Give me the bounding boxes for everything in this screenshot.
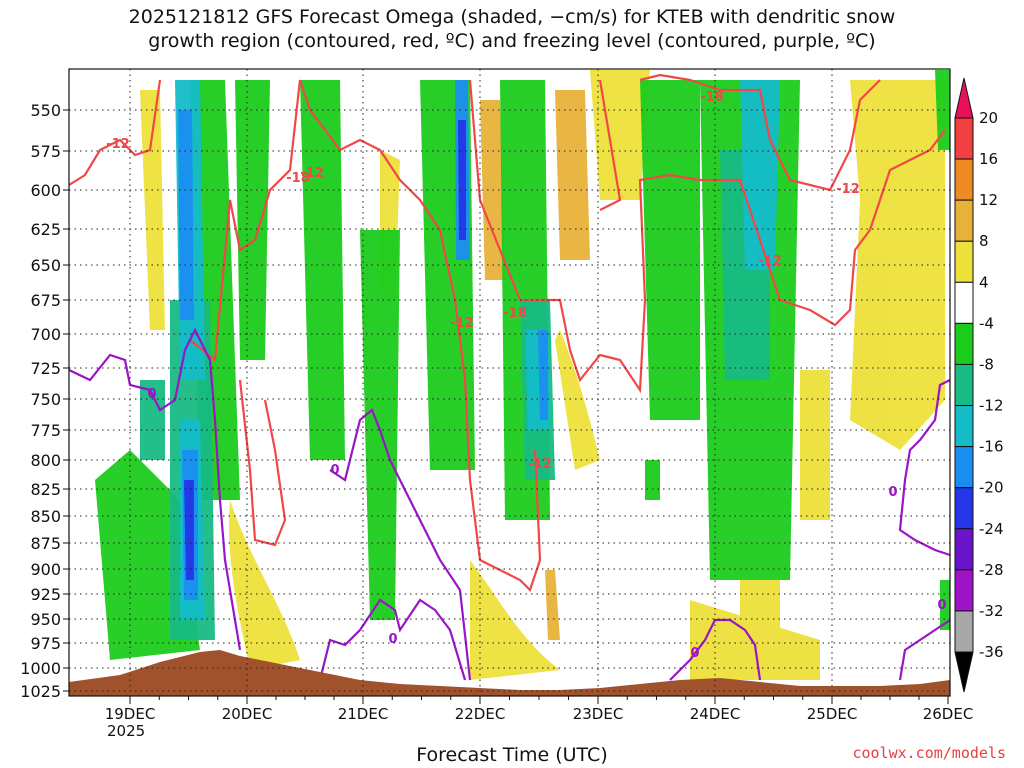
y-tick-label: 1025 <box>20 682 61 701</box>
dgz-contour-label: -18 <box>700 90 724 105</box>
y-tick-label: 800 <box>30 451 61 470</box>
y-tick-label: 625 <box>30 220 61 239</box>
y-tick-label: 700 <box>30 325 61 344</box>
freezing-contour-label: 0 <box>388 632 397 647</box>
colorbar-label: 8 <box>979 232 989 250</box>
dgz-contour-label: -18 <box>286 171 310 186</box>
descent-deep-blue <box>184 120 466 580</box>
y-tick-label: 675 <box>30 291 61 310</box>
colorbar-label: -28 <box>979 561 1004 579</box>
dgz-contour-label: -12 <box>758 254 782 269</box>
colorbar-segment <box>954 569 974 612</box>
y-tick-label: 900 <box>30 560 61 579</box>
dgz-contour-labels: -12-12-18-12-18-12-18-12-12 <box>106 90 860 472</box>
colorbar-label: -16 <box>979 438 1004 456</box>
colorbar-label: 20 <box>979 109 998 127</box>
colorbar-segment <box>954 158 974 201</box>
omega-shading <box>69 70 950 696</box>
x-tick-label: 21DEC <box>338 705 389 723</box>
colorbar-segment <box>954 446 974 489</box>
y-axis-ticks: 550 575 600 625 650 675 700 725 750 775 800 825 850 8… <box>20 101 69 701</box>
grid-lines <box>69 69 950 696</box>
colorbar-label: 12 <box>979 191 998 209</box>
dgz-contour-label: -12 <box>450 316 474 331</box>
colorbar-segment <box>954 199 974 242</box>
x-tick-label: 19DEC <box>105 705 156 723</box>
colorbar: 20 16 12 8 4 -4 -8 -12 -16 -20 -24 -28 -32 -36 <box>954 77 1004 693</box>
y-tick-label: 750 <box>30 390 61 409</box>
colorbar-label: -8 <box>979 355 994 373</box>
freezing-contour-label: 0 <box>888 485 897 500</box>
y-tick-label: 825 <box>30 480 61 499</box>
y-tick-label: 600 <box>30 181 61 200</box>
x-tick-label: 20DEC <box>222 705 273 723</box>
freezing-contour-label: 0 <box>330 463 339 478</box>
weak-ascent-yellow <box>140 70 945 680</box>
credit-link[interactable]: coolwx.com/models <box>852 744 1006 762</box>
colorbar-label: 4 <box>979 273 989 291</box>
freezing-contour-label: 0 <box>937 598 946 613</box>
dgz-contour-label: -12 <box>300 166 324 181</box>
y-tick-label: 950 <box>30 610 61 629</box>
x-tick-label: 26DEC <box>923 705 974 723</box>
dgz-contour-label: -12 <box>106 137 130 152</box>
x-axis-label: Forecast Time (UTC) <box>416 744 608 766</box>
colorbar-segment <box>954 281 974 324</box>
x-axis-ticks: 19DEC 20DEC 21DEC 22DEC 23DEC 24DEC 25DEC 26DEC <box>105 696 974 723</box>
x-tick-label: 23DEC <box>573 705 624 723</box>
y-tick-label: 925 <box>30 585 61 604</box>
freezing-contour-label: 0 <box>147 387 156 402</box>
colorbar-label: -24 <box>979 520 1004 538</box>
colorbar-label: -32 <box>979 602 1004 620</box>
colorbar-label: 16 <box>979 150 998 168</box>
year-label: 2025 <box>107 722 146 740</box>
y-tick-label: 1000 <box>20 659 61 678</box>
colorbar-segment <box>954 528 974 571</box>
x-tick-label: 25DEC <box>807 705 858 723</box>
colorbar-segment <box>954 117 974 160</box>
colorbar-segment <box>954 322 974 365</box>
colorbar-label: -12 <box>979 397 1004 415</box>
dgz-contour-label: -12 <box>528 457 552 472</box>
x-tick-label: 24DEC <box>690 705 741 723</box>
colorbar-segment <box>954 405 974 448</box>
colorbar-segment <box>954 487 974 530</box>
colorbar-max-triangle <box>954 77 974 119</box>
y-tick-label: 650 <box>30 256 61 275</box>
y-tick-label: 575 <box>30 142 61 161</box>
y-tick-label: 875 <box>30 534 61 553</box>
colorbar-label: -4 <box>979 314 994 332</box>
freezing-contours <box>69 327 950 681</box>
y-tick-label: 725 <box>30 359 61 378</box>
dgz-contour-label: -18 <box>503 306 527 321</box>
y-tick-label: 775 <box>30 421 61 440</box>
colorbar-min-triangle <box>954 651 974 693</box>
y-tick-label: 550 <box>30 101 61 120</box>
x-tick-label: 22DEC <box>455 705 506 723</box>
colorbar-segment <box>954 240 974 283</box>
colorbar-label: -20 <box>979 479 1004 497</box>
chart-title-line-2: growth region (contoured, red, ºC) and f… <box>148 30 876 52</box>
chart-title-line-1: 2025121812 GFS Forecast Omega (shaded, −… <box>128 6 896 28</box>
freezing-contour-label: 0 <box>690 646 699 661</box>
terrain <box>69 650 950 696</box>
y-tick-label: 975 <box>30 634 61 653</box>
freezing-contour-labels: 0 0 0 0 0 0 <box>147 387 946 661</box>
colorbar-segment <box>954 610 974 653</box>
dgz-contour-label: -12 <box>836 182 860 197</box>
y-tick-label: 850 <box>30 507 61 526</box>
colorbar-segment <box>954 363 974 407</box>
colorbar-label: -36 <box>979 643 1004 661</box>
